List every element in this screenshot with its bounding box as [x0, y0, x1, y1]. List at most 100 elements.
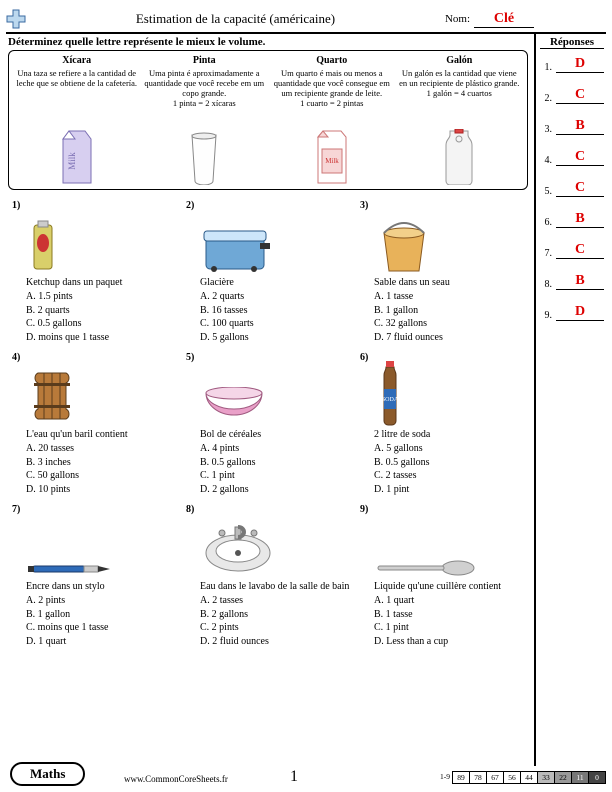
answer-option: C. 0.5 gallons	[26, 317, 178, 331]
answer-option: B. 1 gallon	[26, 608, 178, 622]
answer-option: D. 7 fluid ounces	[374, 331, 526, 345]
question-image	[12, 515, 178, 579]
answer-option: A. 2 quarts	[200, 290, 352, 304]
ref-eq: 1 cuarto = 2 pintas	[300, 98, 363, 108]
answer-row: 1.D	[538, 56, 608, 73]
ref-eq: 1 galón = 4 cuartos	[427, 88, 492, 98]
question-image	[360, 211, 526, 275]
header: Estimation de la capacité (américaine) N…	[0, 6, 612, 32]
svg-text:Milk: Milk	[67, 152, 77, 170]
answers-column: 1.D2.C3.B4.C5.C6.B7.C8.B9.D	[538, 56, 608, 335]
answer-option: D. moins que 1 tasse	[26, 331, 178, 345]
vertical-divider	[534, 32, 536, 766]
ref-image	[189, 127, 219, 185]
answer-option: D. Less than a cup	[374, 635, 526, 649]
answer-index: 3.	[538, 124, 552, 135]
svg-text:SODA: SODA	[382, 397, 399, 403]
question-image	[186, 363, 352, 427]
ref-heading: Xícara	[62, 55, 91, 66]
ref-heading: Pinta	[193, 55, 216, 66]
answer-option: C. 1 pint	[200, 469, 352, 483]
answer-row: 9.D	[538, 304, 608, 321]
svg-text:Milk: Milk	[325, 157, 339, 165]
answer-option: A. 2 tasses	[200, 594, 352, 608]
question-number: 4)	[12, 352, 178, 363]
answer-index: 4.	[538, 155, 552, 166]
page-number: 1	[290, 768, 298, 786]
header-rule	[6, 32, 606, 34]
question-title: Bol de céréales	[200, 429, 352, 440]
answer-row: 8.B	[538, 273, 608, 290]
answer-option: C. 2 tasses	[374, 469, 526, 483]
answer-option: C. moins que 1 tasse	[26, 621, 178, 635]
question-cell: 2) GlacièreA. 2 quartsB. 16 tassesC. 100…	[182, 198, 356, 350]
answer-option: A. 1 tasse	[374, 290, 526, 304]
question-cell: 9) Liquide qu'une cuillère contientA. 1 …	[356, 502, 530, 654]
answer-index: 7.	[538, 248, 552, 259]
ref-image	[436, 127, 482, 185]
answer-option: A. 20 tasses	[26, 442, 178, 456]
footer: Maths www.CommonCoreSheets.fr 1 1-989786…	[0, 766, 612, 788]
answer-value: C	[556, 180, 604, 197]
answer-index: 1.	[538, 62, 552, 73]
answer-option: C. 2 pints	[200, 621, 352, 635]
score-cell: 33	[537, 771, 555, 784]
answer-option: B. 1 gallon	[374, 304, 526, 318]
answer-index: 8.	[538, 279, 552, 290]
answer-option: B. 1 tasse	[374, 608, 526, 622]
ref-desc: Una taza se refiere a la cantidad de lec…	[16, 68, 138, 88]
answer-row: 6.B	[538, 211, 608, 228]
instruction: Déterminez quelle lettre représente le m…	[8, 36, 265, 48]
name-label: Nom:	[445, 13, 470, 25]
answers-header: Réponses	[540, 36, 604, 49]
answer-index: 9.	[538, 310, 552, 321]
score-cell: 78	[469, 771, 487, 784]
answer-value: B	[556, 118, 604, 135]
reference-box: Xícara Una taza se refiere a la cantidad…	[8, 50, 528, 190]
ref-col: Pinta Uma pinta é aproximadamente a quan…	[141, 55, 269, 185]
ref-eq: 1 pinta = 2 xícaras	[173, 98, 236, 108]
question-title: Sable dans un seau	[374, 277, 526, 288]
ref-col: Quarto Um quarto é mais ou menos a quant…	[268, 55, 396, 185]
question-number: 7)	[12, 504, 178, 515]
answer-option: B. 2 quarts	[26, 304, 178, 318]
answer-option: C. 1 pint	[374, 621, 526, 635]
question-title: L'eau qu'un baril contient	[26, 429, 178, 440]
ref-image: Milk	[312, 127, 352, 185]
answer-row: 3. B	[538, 118, 608, 135]
score-cell: 56	[503, 771, 521, 784]
answer-option: D. 1 pint	[374, 483, 526, 497]
answer-option: D. 5 gallons	[200, 331, 352, 345]
answer-row: 4.C	[538, 149, 608, 166]
answer-value: C	[556, 87, 604, 104]
answer-option: C. 100 quarts	[200, 317, 352, 331]
subject-tab: Maths	[10, 762, 85, 786]
question-number: 3)	[360, 200, 526, 211]
question-image: SODA	[360, 363, 526, 427]
answer-option: C. 50 gallons	[26, 469, 178, 483]
answer-option: B. 3 inches	[26, 456, 178, 470]
question-number: 1)	[12, 200, 178, 211]
answer-option: D. 1 quart	[26, 635, 178, 649]
question-image	[186, 211, 352, 275]
answer-index: 5.	[538, 186, 552, 197]
question-cell: 8) Eau dans le lavabo de la salle de bai…	[182, 502, 356, 654]
question-cell: 3) Sable dans un seau A. 1 tasseB. 1 gall…	[356, 198, 530, 350]
question-cell: 4) L'eau qu'un baril contient A. 20 tasse…	[8, 350, 182, 502]
worksheet-page: Estimation de la capacité (américaine) N…	[0, 0, 612, 792]
question-image	[12, 363, 178, 427]
answer-option: B. 0.5 gallons	[374, 456, 526, 470]
ref-image: Milk	[53, 127, 101, 185]
question-title: 2 litre de soda	[374, 429, 526, 440]
question-cell: 5) Bol de céréalesA. 4 pintsB. 0.5 gallo…	[182, 350, 356, 502]
question-number: 2)	[186, 200, 352, 211]
ref-desc: Un galón es la cantidad que viene en un …	[399, 68, 521, 88]
source-url: www.CommonCoreSheets.fr	[124, 774, 228, 784]
ref-desc: Uma pinta é aproximadamente a quantidade…	[144, 68, 266, 98]
question-cell: 1) Ketchup dans un paquetA. 1.5 pintsB. …	[8, 198, 182, 350]
answer-option: A. 5 gallons	[374, 442, 526, 456]
ref-col: Galón Un galón es la cantidad que viene …	[396, 55, 524, 185]
score-cell: 89	[452, 771, 470, 784]
name-value: Clé	[474, 11, 534, 28]
answer-option: B. 0.5 gallons	[200, 456, 352, 470]
